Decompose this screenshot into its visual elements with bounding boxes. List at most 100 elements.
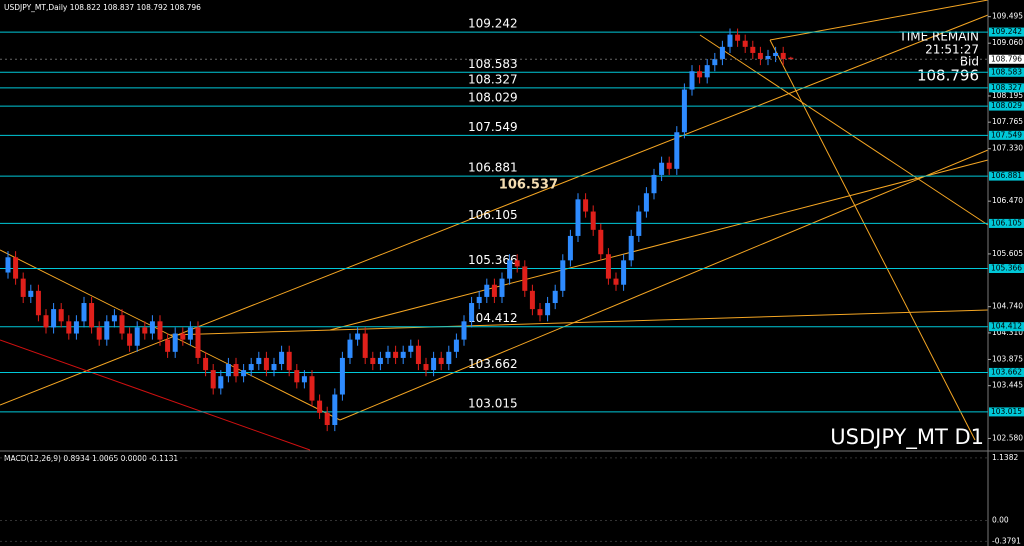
candle-body bbox=[332, 394, 338, 426]
candle-body bbox=[20, 278, 26, 297]
trendlines bbox=[0, 0, 989, 441]
candle-body bbox=[339, 357, 345, 395]
level-price-box bbox=[989, 322, 1024, 332]
candle-body bbox=[613, 278, 619, 285]
y-tick-label: 104.310 bbox=[992, 328, 1023, 337]
candle-body bbox=[309, 376, 315, 401]
candle-body bbox=[286, 351, 292, 371]
macd-title: MACD(12,26,9) 0.8934 1.0065 0.0000 -0.11… bbox=[4, 454, 178, 463]
candle-body bbox=[484, 284, 490, 297]
candle-body bbox=[476, 296, 482, 304]
level-label: 103.015 bbox=[468, 396, 518, 410]
candle-body bbox=[461, 321, 467, 340]
trendline bbox=[699, 34, 989, 226]
candle-body bbox=[347, 339, 353, 358]
bid-label: Bid bbox=[960, 55, 979, 69]
candle-body bbox=[377, 357, 383, 365]
candle-body bbox=[225, 364, 231, 377]
level-price-box bbox=[989, 101, 1024, 111]
candle-body bbox=[742, 40, 748, 47]
candle-body bbox=[590, 211, 596, 230]
candle-body bbox=[393, 351, 399, 358]
trendline bbox=[169, 309, 989, 336]
trendline bbox=[339, 149, 989, 421]
y-tick-label: 103.445 bbox=[992, 381, 1023, 390]
candle-body bbox=[385, 351, 391, 358]
candle-body bbox=[96, 327, 102, 340]
candle-body bbox=[431, 357, 437, 371]
candle-body bbox=[689, 71, 695, 90]
candle-body bbox=[765, 55, 771, 60]
candle-body bbox=[446, 351, 452, 365]
candle-body bbox=[643, 193, 649, 212]
candle-body bbox=[545, 303, 551, 316]
level-label: 107.549 bbox=[468, 120, 518, 134]
level-price-box bbox=[989, 130, 1024, 140]
trendline bbox=[0, 339, 311, 451]
y-tick-label: 104.740 bbox=[992, 302, 1023, 311]
countdown: 21:51:27 bbox=[925, 43, 979, 57]
candle-body bbox=[172, 333, 178, 352]
candle-body bbox=[666, 162, 672, 169]
candle-body bbox=[73, 321, 79, 334]
level-price-label: 104.412 bbox=[991, 322, 1022, 331]
level-label: 108.029 bbox=[468, 91, 518, 105]
candle-body bbox=[651, 174, 657, 194]
candle-body bbox=[438, 357, 444, 365]
bid-price-box bbox=[989, 54, 1024, 64]
candle-body bbox=[780, 52, 786, 60]
candle-body bbox=[13, 257, 19, 279]
candle-body bbox=[149, 321, 155, 334]
candle-body bbox=[203, 357, 209, 371]
candle-body bbox=[104, 321, 110, 340]
candle-body bbox=[142, 327, 148, 334]
candle-body bbox=[165, 339, 171, 352]
candle-body bbox=[469, 303, 475, 322]
level-price-label: 103.662 bbox=[991, 367, 1022, 376]
candle-body bbox=[522, 266, 528, 291]
candle-body bbox=[674, 132, 680, 169]
y-tick-label: 103.875 bbox=[992, 354, 1023, 363]
candle-body bbox=[605, 254, 611, 279]
level-label: 108.327 bbox=[468, 72, 518, 86]
level-price-box bbox=[989, 27, 1024, 37]
y-tick-label: 109.495 bbox=[992, 12, 1023, 21]
level-price-label: 106.105 bbox=[991, 218, 1022, 227]
candle-body bbox=[788, 57, 794, 60]
level-price-label: 106.881 bbox=[991, 171, 1022, 180]
level-price-label: 109.242 bbox=[991, 27, 1022, 36]
candle-body bbox=[35, 290, 41, 316]
trendline bbox=[0, 249, 341, 421]
candle-body bbox=[317, 400, 323, 413]
candle-body bbox=[81, 303, 87, 322]
peak-annotation: 106.537 bbox=[499, 178, 558, 193]
level-price-label: 103.015 bbox=[991, 407, 1022, 416]
bid-price-label: 108.796 bbox=[991, 54, 1022, 63]
level-label: 108.583 bbox=[468, 57, 518, 71]
candle-body bbox=[324, 412, 330, 426]
candle-body bbox=[423, 364, 429, 371]
macd-tick-label: -0.3791 bbox=[992, 536, 1021, 545]
y-tick-label: 102.580 bbox=[992, 433, 1023, 442]
level-price-label: 108.029 bbox=[991, 101, 1022, 110]
candle-body bbox=[529, 290, 535, 310]
candle-body bbox=[537, 309, 543, 316]
candle-body bbox=[28, 290, 34, 297]
candle-body bbox=[263, 357, 269, 371]
candle-body bbox=[362, 333, 368, 358]
candle-body bbox=[750, 46, 756, 53]
level-label: 103.662 bbox=[468, 357, 518, 371]
candle-body bbox=[773, 52, 779, 56]
level-price-label: 107.549 bbox=[991, 130, 1022, 139]
level-price-box bbox=[989, 367, 1024, 377]
candle-body bbox=[271, 364, 277, 371]
candle-body bbox=[598, 229, 604, 255]
candle-body bbox=[248, 364, 254, 371]
y-tick-label: 107.765 bbox=[992, 117, 1023, 126]
candle-body bbox=[575, 199, 581, 236]
candle-body bbox=[552, 290, 558, 304]
time-remain-label: TIME REMAIN bbox=[898, 30, 979, 44]
candle-body bbox=[134, 327, 140, 346]
candle-body bbox=[659, 162, 665, 175]
